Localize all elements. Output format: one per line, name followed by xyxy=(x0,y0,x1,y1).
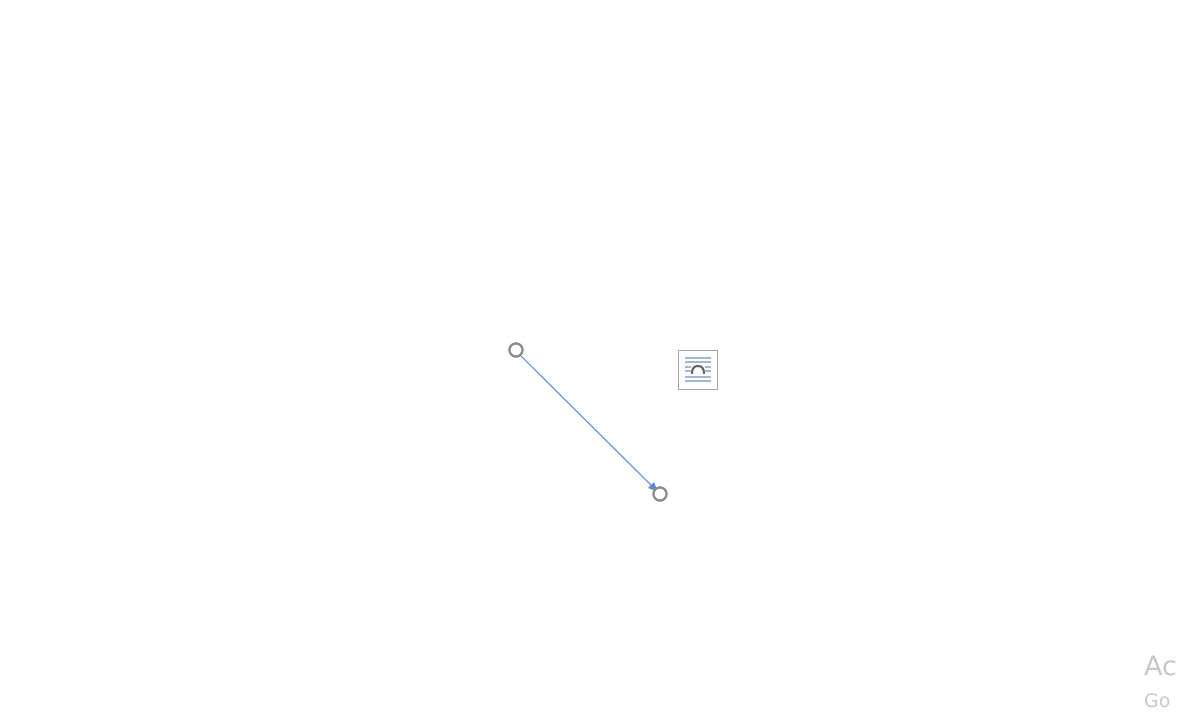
watermark-subtitle: Go xyxy=(1144,690,1171,712)
activate-windows-watermark: Ac Go xyxy=(1144,650,1177,714)
start-resize-handle[interactable] xyxy=(508,342,524,358)
end-resize-handle[interactable] xyxy=(652,486,668,502)
arrow-connector-line[interactable] xyxy=(520,355,656,490)
watermark-title: Ac xyxy=(1144,651,1177,682)
layout-options-button[interactable] xyxy=(678,350,718,390)
wrap-text-icon xyxy=(685,357,711,382)
